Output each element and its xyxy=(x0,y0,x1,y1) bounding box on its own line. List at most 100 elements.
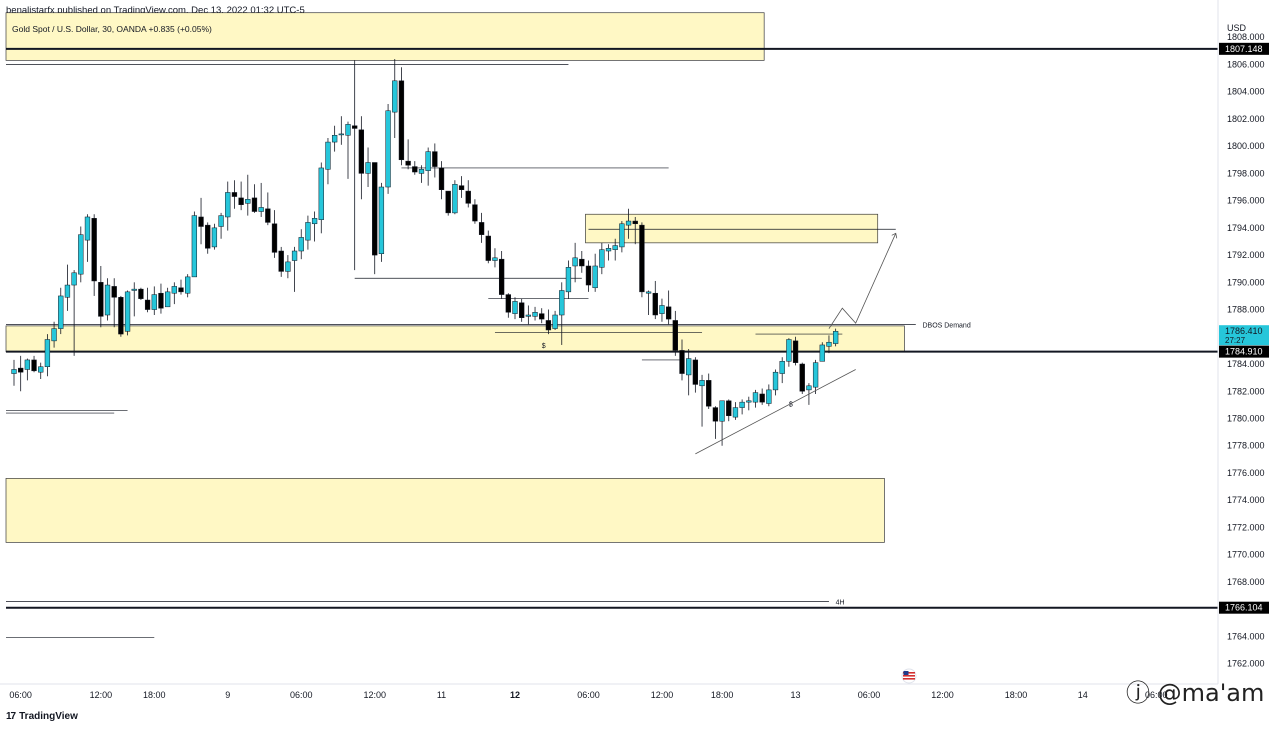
candle[interactable] xyxy=(124,290,131,336)
candle[interactable] xyxy=(692,357,699,393)
candle[interactable] xyxy=(679,339,685,381)
candle[interactable] xyxy=(392,59,398,138)
candle[interactable] xyxy=(218,212,224,239)
candle[interactable] xyxy=(425,147,431,186)
candle[interactable] xyxy=(84,214,91,262)
candle[interactable] xyxy=(311,211,318,242)
candle[interactable] xyxy=(746,396,752,411)
candle[interactable] xyxy=(365,147,371,188)
candle[interactable] xyxy=(612,238,618,261)
candle[interactable] xyxy=(405,139,411,170)
us-flag-icon[interactable] xyxy=(901,668,917,684)
candle[interactable] xyxy=(525,305,532,325)
candle[interactable] xyxy=(331,125,338,152)
candle[interactable] xyxy=(372,162,378,275)
candle[interactable] xyxy=(732,402,739,420)
candle[interactable] xyxy=(398,67,405,166)
candle[interactable] xyxy=(104,278,111,321)
candle[interactable] xyxy=(285,255,291,279)
candle[interactable] xyxy=(565,260,572,299)
candle[interactable] xyxy=(211,223,218,250)
projection-path[interactable] xyxy=(828,233,897,329)
candle[interactable] xyxy=(792,336,799,366)
candle[interactable] xyxy=(205,222,211,254)
candle[interactable] xyxy=(98,265,104,328)
candle[interactable] xyxy=(545,309,552,335)
candle[interactable] xyxy=(632,216,638,245)
candle[interactable] xyxy=(752,389,759,408)
candle[interactable] xyxy=(552,310,558,330)
candle[interactable] xyxy=(472,199,478,224)
supply-zone-top[interactable] xyxy=(5,12,765,61)
candle[interactable] xyxy=(579,251,585,273)
candle[interactable] xyxy=(532,306,538,321)
candle[interactable] xyxy=(619,221,625,253)
candle[interactable] xyxy=(258,182,264,217)
candle[interactable] xyxy=(31,355,37,373)
candle[interactable] xyxy=(659,298,665,322)
candle[interactable] xyxy=(378,182,385,262)
candle[interactable] xyxy=(64,264,71,311)
candle[interactable] xyxy=(519,298,525,322)
candle[interactable] xyxy=(766,384,772,407)
candle[interactable] xyxy=(111,278,117,328)
candle[interactable] xyxy=(452,180,458,215)
candle[interactable] xyxy=(812,359,819,394)
candle[interactable] xyxy=(78,226,84,283)
candle[interactable] xyxy=(719,400,725,446)
candle[interactable] xyxy=(18,355,24,392)
candle[interactable] xyxy=(225,181,231,231)
candle[interactable] xyxy=(231,180,238,209)
candle[interactable] xyxy=(338,116,344,145)
candle[interactable] xyxy=(71,270,77,356)
candle[interactable] xyxy=(91,214,97,296)
candle[interactable] xyxy=(585,260,592,292)
candle[interactable] xyxy=(358,116,365,200)
trendline[interactable] xyxy=(695,369,856,455)
candle[interactable] xyxy=(271,210,278,258)
tradingview-brand[interactable]: 17 TradingView xyxy=(6,711,78,722)
candle[interactable] xyxy=(779,357,785,384)
candle[interactable] xyxy=(572,242,578,283)
candle[interactable] xyxy=(599,242,605,275)
candle[interactable] xyxy=(44,334,51,377)
candle[interactable] xyxy=(699,374,705,427)
candle[interactable] xyxy=(158,283,164,314)
supply-zone-mid[interactable] xyxy=(585,213,879,244)
candle[interactable] xyxy=(178,279,184,295)
candle[interactable] xyxy=(739,399,745,415)
candle[interactable] xyxy=(512,297,518,320)
candle[interactable] xyxy=(131,282,137,317)
candle[interactable] xyxy=(712,406,719,439)
candle[interactable] xyxy=(505,293,511,318)
candle[interactable] xyxy=(352,60,358,271)
candle[interactable] xyxy=(278,246,284,277)
candle[interactable] xyxy=(38,362,44,379)
candle[interactable] xyxy=(198,197,204,245)
candle[interactable] xyxy=(759,388,765,405)
candle[interactable] xyxy=(291,246,298,292)
candle[interactable] xyxy=(485,230,491,264)
candle[interactable] xyxy=(24,358,31,381)
candle[interactable] xyxy=(245,174,251,216)
candle[interactable] xyxy=(298,229,304,260)
candle[interactable] xyxy=(458,176,465,198)
candle[interactable] xyxy=(672,310,678,356)
candle[interactable] xyxy=(799,362,805,394)
candle[interactable] xyxy=(706,373,712,409)
candle[interactable] xyxy=(265,192,271,226)
candle[interactable] xyxy=(412,161,418,175)
candle[interactable] xyxy=(498,251,505,299)
candle[interactable] xyxy=(478,212,485,243)
candle[interactable] xyxy=(418,165,425,183)
candle[interactable] xyxy=(438,161,445,200)
candle[interactable] xyxy=(492,248,498,268)
candle[interactable] xyxy=(686,349,692,396)
candle[interactable] xyxy=(772,369,779,396)
candle[interactable] xyxy=(592,253,598,292)
candle[interactable] xyxy=(151,286,157,316)
candle[interactable] xyxy=(645,290,652,316)
candle[interactable] xyxy=(144,287,151,313)
candle[interactable] xyxy=(539,308,545,324)
